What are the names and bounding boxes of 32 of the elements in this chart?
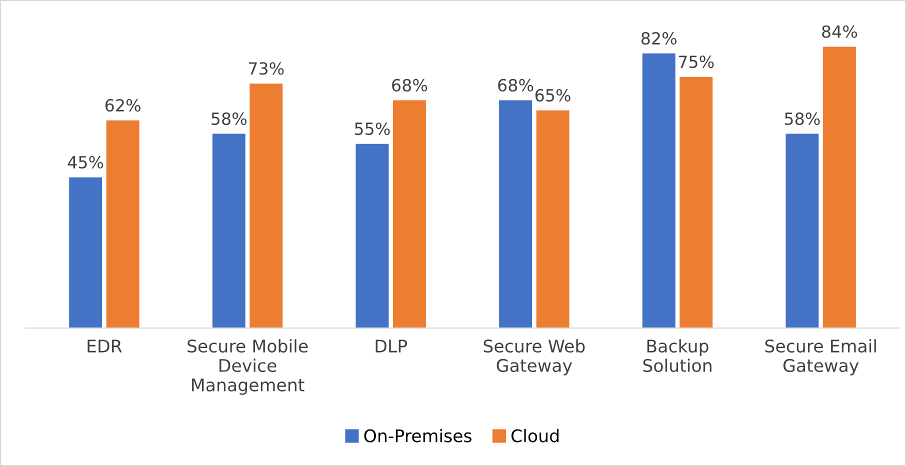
data-label: 58% (212, 112, 246, 126)
data-label: 65% (535, 88, 570, 102)
bar (786, 134, 819, 328)
x-tick-label: Secure Web Gateway (484, 339, 585, 376)
x-tick-label: DLP (376, 340, 408, 352)
data-label: 73% (249, 62, 284, 75)
bar (250, 84, 283, 328)
data-label: 84% (822, 25, 858, 38)
x-tick-label: Backup Solution (643, 339, 712, 372)
bar (680, 76, 713, 328)
bar (642, 53, 676, 328)
data-label: 62% (105, 99, 140, 112)
x-tick-label: Secure Mobile Device Management (188, 339, 308, 395)
data-label: 75% (678, 55, 714, 68)
bar (393, 100, 426, 328)
data-label: 68% (392, 78, 428, 92)
bar (69, 177, 102, 328)
data-label: 82% (641, 32, 676, 45)
bar (536, 110, 570, 328)
data-label: 68% (498, 78, 534, 92)
legend-label: On-Premises (364, 428, 472, 442)
x-tick-label: EDR (88, 340, 122, 352)
data-label: 55% (354, 122, 390, 136)
legend-label: Cloud (511, 428, 559, 442)
bar (499, 100, 532, 328)
bar (212, 134, 246, 328)
bar (106, 120, 140, 328)
bar (356, 144, 389, 328)
data-label: 45% (68, 156, 104, 169)
data-label: 58% (784, 112, 820, 126)
x-tick-label: Secure Email Gateway (765, 339, 876, 376)
bar (822, 46, 856, 328)
